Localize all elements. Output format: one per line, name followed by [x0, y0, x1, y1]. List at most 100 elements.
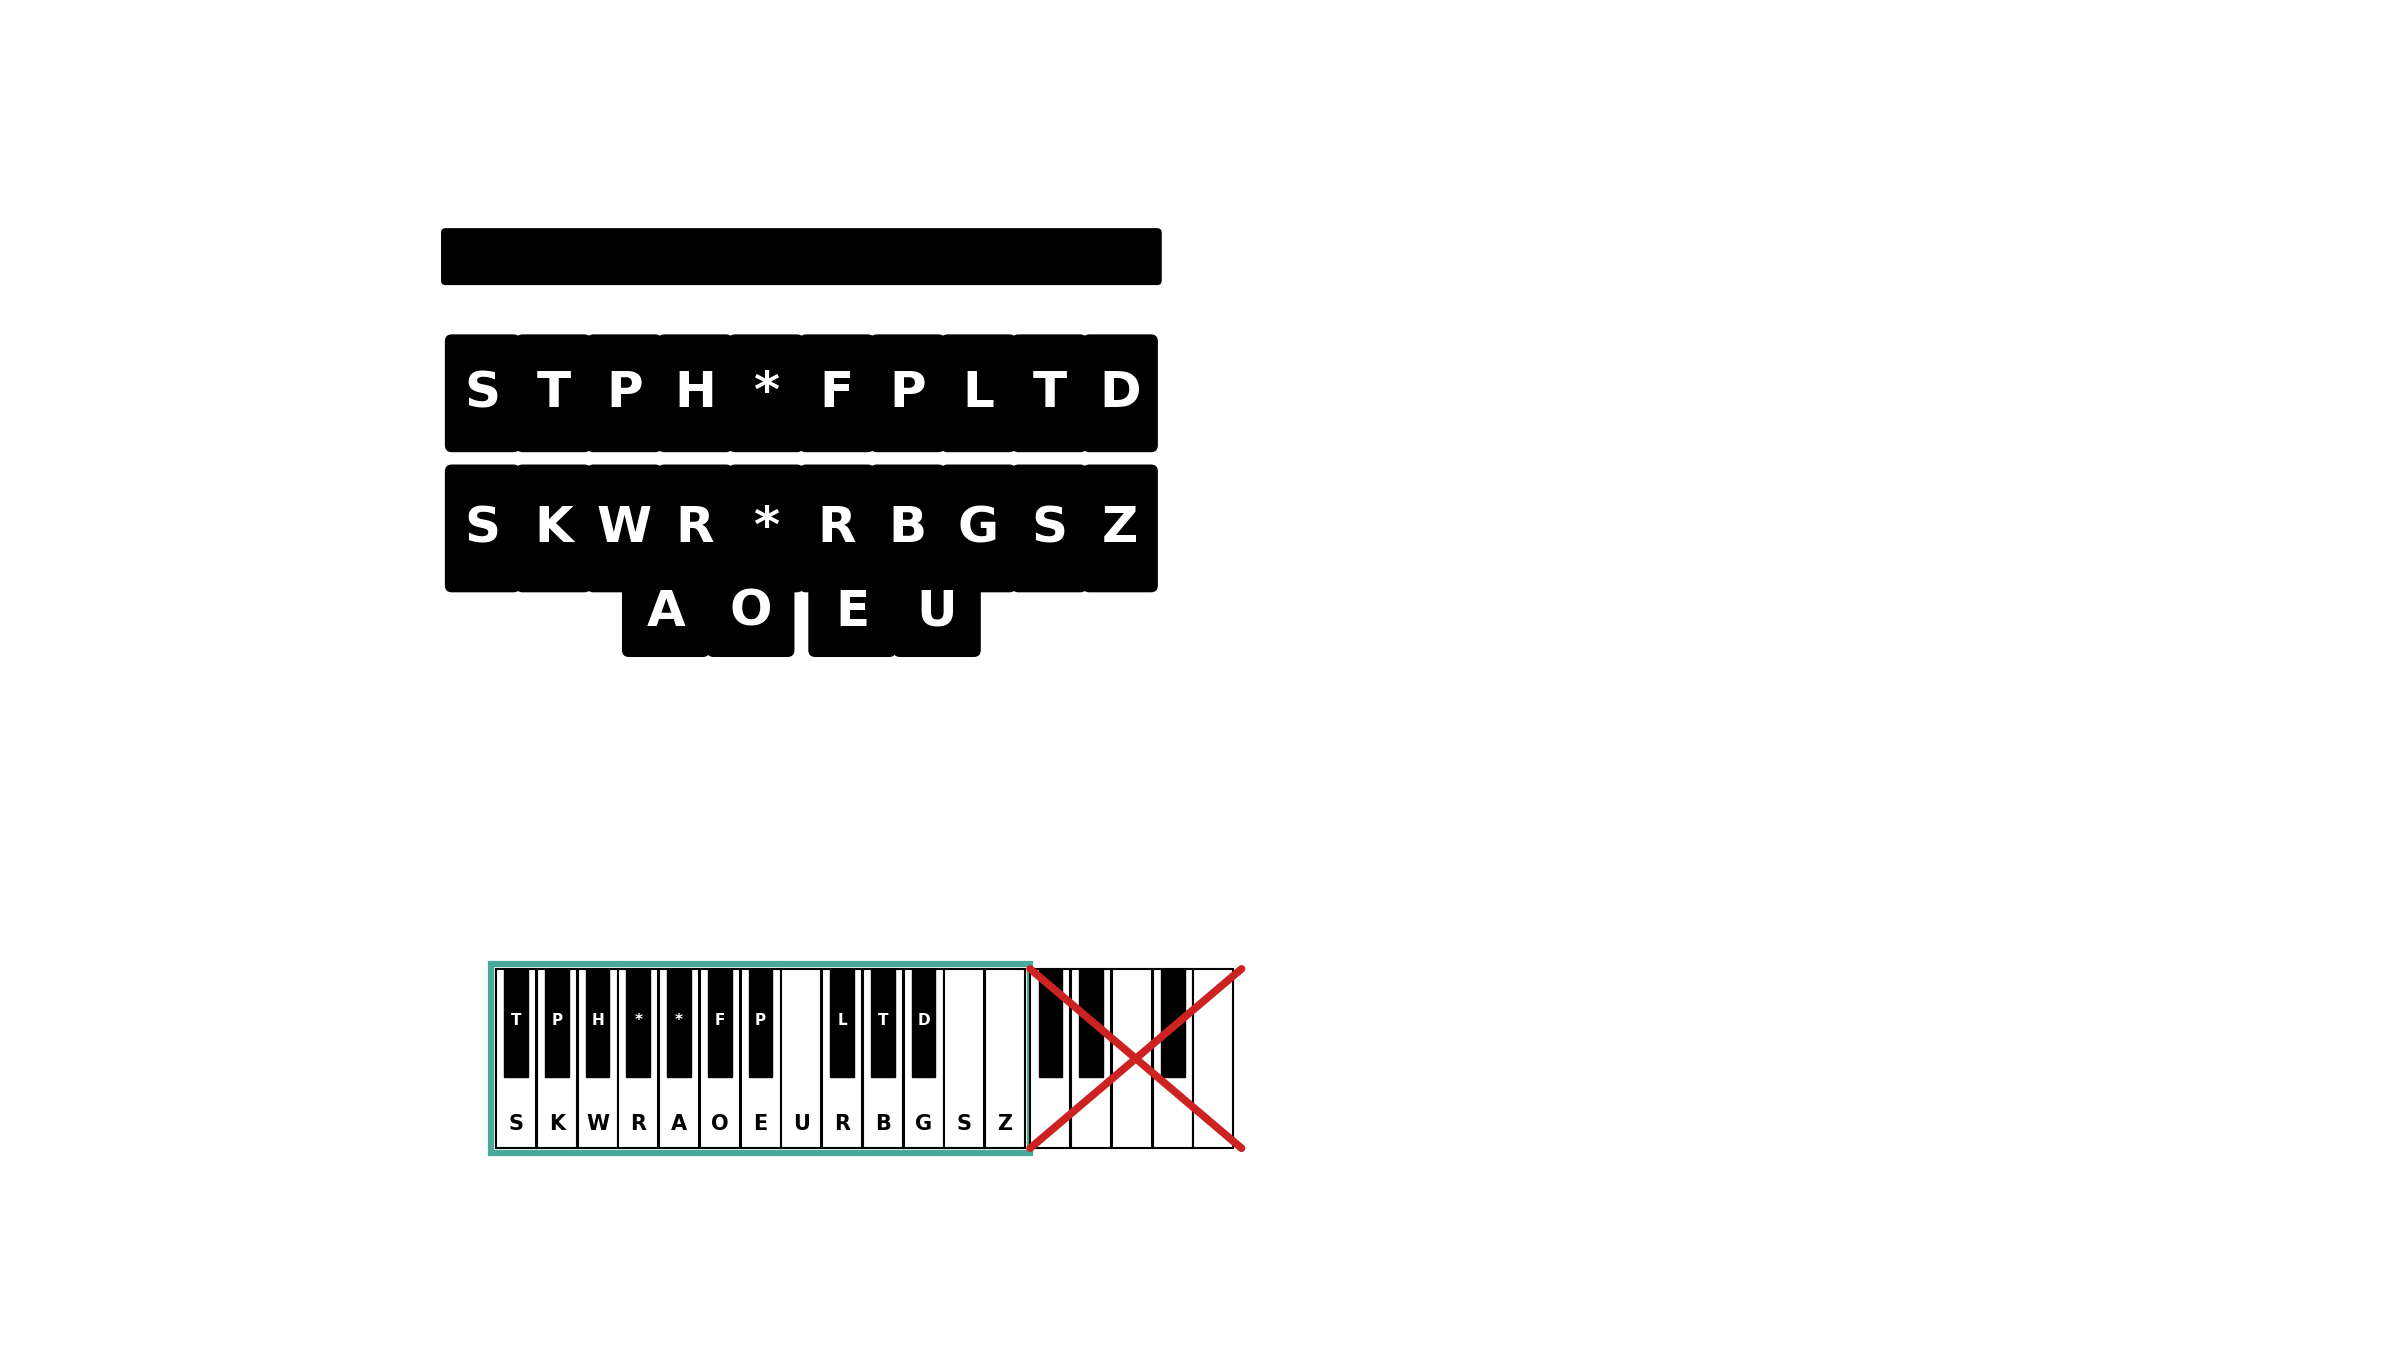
Text: P: P: [889, 369, 925, 417]
FancyBboxPatch shape: [1083, 464, 1157, 592]
Text: F: F: [820, 369, 853, 417]
Bar: [1193, 968, 1233, 1148]
FancyBboxPatch shape: [798, 464, 875, 592]
Text: G: G: [958, 504, 999, 553]
FancyBboxPatch shape: [870, 335, 946, 452]
FancyBboxPatch shape: [442, 227, 1162, 285]
FancyBboxPatch shape: [586, 335, 662, 452]
Bar: [586, 968, 609, 1076]
Bar: [1152, 968, 1193, 1148]
Bar: [619, 968, 657, 1148]
Text: D: D: [1099, 369, 1140, 417]
Bar: [497, 968, 535, 1148]
Bar: [504, 968, 528, 1076]
Text: L: L: [963, 369, 994, 417]
Bar: [944, 968, 985, 1148]
FancyBboxPatch shape: [729, 335, 803, 452]
Bar: [667, 968, 691, 1076]
Text: A: A: [645, 587, 686, 636]
Text: K: K: [550, 1114, 564, 1135]
Text: S: S: [956, 1114, 973, 1135]
Text: Z: Z: [1102, 504, 1138, 553]
FancyBboxPatch shape: [445, 335, 521, 452]
FancyBboxPatch shape: [1011, 335, 1087, 452]
Bar: [626, 968, 650, 1076]
Text: S: S: [1032, 504, 1068, 553]
Bar: [1162, 968, 1185, 1076]
Text: R: R: [631, 1114, 645, 1135]
Text: P: P: [607, 369, 643, 417]
Bar: [782, 968, 822, 1148]
Text: B: B: [889, 504, 927, 553]
Bar: [911, 968, 934, 1076]
FancyBboxPatch shape: [729, 464, 803, 592]
Text: S: S: [464, 369, 500, 417]
Bar: [490, 964, 1030, 1152]
FancyBboxPatch shape: [657, 464, 734, 592]
Text: U: U: [918, 587, 958, 636]
Bar: [700, 968, 741, 1148]
FancyBboxPatch shape: [942, 335, 1016, 452]
Text: L: L: [836, 1013, 846, 1028]
Bar: [707, 968, 731, 1076]
Bar: [870, 968, 894, 1076]
Text: G: G: [915, 1114, 932, 1135]
Text: P: P: [552, 1013, 562, 1028]
Bar: [985, 968, 1025, 1148]
Bar: [1030, 968, 1071, 1148]
Bar: [748, 968, 772, 1076]
Bar: [578, 968, 617, 1148]
Text: T: T: [877, 1013, 889, 1028]
Text: R: R: [834, 1114, 851, 1135]
Text: A: A: [672, 1114, 688, 1135]
Text: P: P: [755, 1013, 767, 1028]
FancyBboxPatch shape: [1083, 335, 1157, 452]
Text: R: R: [676, 504, 715, 553]
Text: T: T: [1032, 369, 1066, 417]
FancyBboxPatch shape: [445, 464, 521, 592]
Bar: [863, 968, 903, 1148]
Text: E: E: [753, 1114, 767, 1135]
Text: W: W: [586, 1114, 609, 1135]
Text: E: E: [834, 587, 870, 636]
Text: *: *: [633, 1013, 643, 1028]
Bar: [1071, 968, 1111, 1148]
FancyBboxPatch shape: [894, 567, 980, 656]
Text: *: *: [674, 1013, 684, 1028]
FancyBboxPatch shape: [586, 464, 662, 592]
Bar: [660, 968, 698, 1148]
Text: B: B: [875, 1114, 891, 1135]
FancyBboxPatch shape: [621, 567, 710, 656]
Text: Z: Z: [997, 1114, 1013, 1135]
Text: T: T: [511, 1013, 521, 1028]
Bar: [1080, 968, 1104, 1076]
Text: *: *: [753, 504, 779, 553]
FancyBboxPatch shape: [870, 464, 946, 592]
Text: R: R: [817, 504, 856, 553]
Text: T: T: [535, 369, 571, 417]
FancyBboxPatch shape: [516, 335, 590, 452]
FancyBboxPatch shape: [657, 335, 734, 452]
Bar: [1040, 968, 1061, 1076]
FancyBboxPatch shape: [516, 464, 590, 592]
Text: F: F: [715, 1013, 724, 1028]
FancyBboxPatch shape: [707, 567, 793, 656]
Bar: [538, 968, 576, 1148]
Text: *: *: [753, 369, 779, 417]
FancyBboxPatch shape: [942, 464, 1016, 592]
Text: U: U: [793, 1114, 810, 1135]
Bar: [1111, 968, 1152, 1148]
Text: K: K: [533, 504, 574, 553]
Text: O: O: [729, 587, 772, 636]
Text: O: O: [710, 1114, 729, 1135]
FancyBboxPatch shape: [808, 567, 896, 656]
FancyBboxPatch shape: [798, 335, 875, 452]
Text: S: S: [509, 1114, 523, 1135]
Text: D: D: [918, 1013, 930, 1028]
Text: W: W: [598, 504, 652, 553]
Bar: [741, 968, 782, 1148]
Text: S: S: [464, 504, 500, 553]
Bar: [829, 968, 853, 1076]
Text: H: H: [674, 369, 717, 417]
Bar: [903, 968, 944, 1148]
